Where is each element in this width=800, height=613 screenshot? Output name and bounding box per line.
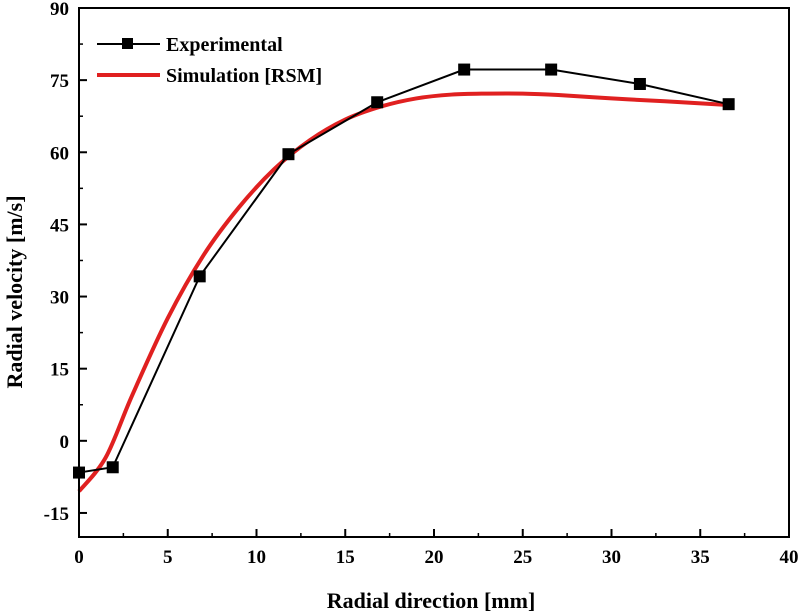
series-line-experimental	[78, 68, 729, 474]
x-tick-label: 10	[247, 547, 266, 568]
plot-frame	[78, 7, 790, 538]
y-tick-label: 60	[50, 143, 69, 164]
x-tick-label: 15	[336, 547, 355, 568]
x-axis-title: Radial direction [mm]	[327, 588, 536, 613]
experimental-point	[106, 461, 119, 474]
legend-label-experimental: Experimental	[166, 34, 283, 56]
experimental-point	[282, 148, 295, 161]
y-tick-label: 90	[50, 0, 69, 20]
experimental-point	[458, 63, 471, 76]
x-tick-label: 30	[602, 547, 621, 568]
y-tick-label: 75	[50, 71, 69, 92]
series-layer	[73, 63, 735, 493]
legend: Experimental Simulation [RSM]	[97, 34, 322, 87]
x-tick-label: 20	[425, 547, 444, 568]
x-tick-label: 25	[513, 547, 532, 568]
legend-label-simulation: Simulation [RSM]	[166, 65, 322, 87]
legend-marker-experimental	[122, 38, 133, 49]
y-tick-label: 0	[60, 432, 70, 453]
experimental-point	[633, 77, 646, 90]
y-tick-label: -15	[44, 504, 69, 525]
experimental-point	[545, 63, 558, 76]
x-tick-label: 5	[163, 547, 173, 568]
x-tick-label: 40	[780, 547, 799, 568]
tick-layer: 0 5 10 15 20 25 30 35 40 -15 0 15 30 45 60 75 90	[44, 0, 799, 568]
x-tick-label: 0	[74, 547, 84, 568]
experimental-point	[371, 96, 384, 109]
x-tick-label: 35	[691, 547, 710, 568]
y-tick-label: 15	[50, 360, 69, 381]
y-tick-label: 30	[50, 288, 69, 309]
series-line-simulation	[77, 91, 731, 493]
experimental-point	[193, 270, 206, 283]
y-tick-label: 45	[50, 215, 69, 236]
y-axis-title: Radial velocity [m/s]	[2, 195, 27, 388]
experimental-point	[722, 98, 735, 111]
